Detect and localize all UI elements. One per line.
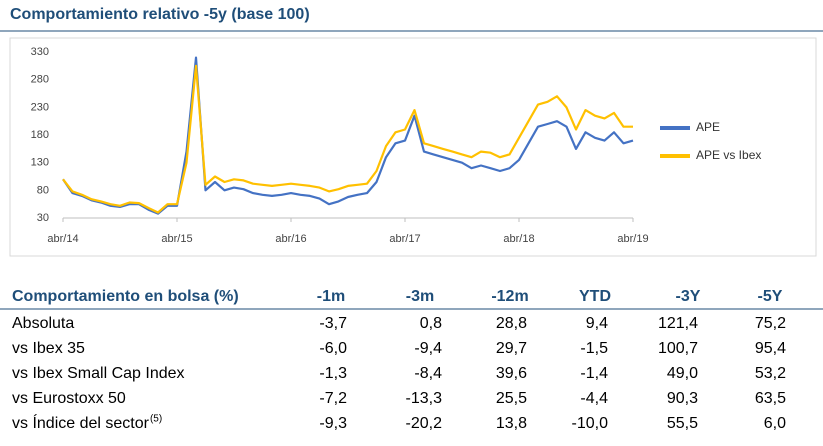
x-tick-label: abr/18 <box>503 233 534 245</box>
x-tick-label: abr/19 <box>617 233 648 245</box>
table-cell: 121,4 <box>658 315 698 332</box>
row-label: vs Ibex 35 <box>12 340 85 357</box>
x-tick-label: abr/17 <box>389 233 420 245</box>
table-cell: 6,0 <box>764 415 786 432</box>
y-tick-label: 330 <box>31 46 49 58</box>
table-header: -3Y <box>676 288 701 305</box>
table-header: YTD <box>579 288 611 305</box>
table-cell: 28,8 <box>496 315 527 332</box>
table-cell: -13,3 <box>406 390 443 407</box>
y-tick-label: 280 <box>31 74 49 86</box>
table-header: -3m <box>406 288 434 305</box>
chart-frame <box>9 37 817 257</box>
series-line <box>62 56 634 215</box>
row-label: vs Ibex Small Cap Index <box>12 365 185 382</box>
series-line <box>62 64 633 214</box>
table-cell: 63,5 <box>755 390 786 407</box>
table-cell: -8,4 <box>414 365 442 382</box>
table-cell: -1,4 <box>580 365 608 382</box>
row-label: vs Eurostoxx 50 <box>12 390 126 407</box>
table-cell: -20,2 <box>406 415 443 432</box>
table-cell: 0,8 <box>420 315 442 332</box>
table-header: -12m <box>491 288 528 305</box>
table-cell: 53,2 <box>755 365 786 382</box>
table-cell: -6,0 <box>319 340 347 357</box>
table-cell: 13,8 <box>496 415 527 432</box>
table-cell: -10,0 <box>572 415 609 432</box>
table-cell: -1,3 <box>319 365 347 382</box>
table-cell: 29,7 <box>496 340 527 357</box>
table-cell: -3,7 <box>319 315 347 332</box>
legend-label: APE vs Ibex <box>696 148 761 162</box>
y-tick-label: 230 <box>31 101 49 113</box>
table-cell: 55,5 <box>667 415 698 432</box>
table-cell: 75,2 <box>755 315 786 332</box>
table-cell: 100,7 <box>658 340 698 357</box>
table-header: -5Y <box>758 288 783 305</box>
table-cell: -1,5 <box>580 340 608 357</box>
y-tick-label: 130 <box>31 157 49 169</box>
table-cell: 39,6 <box>496 365 527 382</box>
table-cell: -7,2 <box>319 390 347 407</box>
y-tick-label: 180 <box>31 129 49 141</box>
table-header: Comportamiento en bolsa (%) <box>12 288 239 305</box>
footnote-mark: (5) <box>150 414 162 425</box>
legend-label: APE <box>696 120 720 134</box>
row-label: Absoluta <box>12 315 74 332</box>
row-label: vs Índice del sector <box>12 413 150 432</box>
table-cell: 95,4 <box>755 340 786 357</box>
x-tick-label: abr/14 <box>47 233 78 245</box>
table-cell: 25,5 <box>496 390 527 407</box>
table-cell: 9,4 <box>586 315 608 332</box>
table-header: -1m <box>317 288 345 305</box>
table-cell: 49,0 <box>667 365 698 382</box>
table-cell: -9,4 <box>414 340 442 357</box>
x-tick-label: abr/16 <box>275 233 306 245</box>
table-cell: -4,4 <box>580 390 608 407</box>
y-tick-label: 30 <box>37 212 49 224</box>
table-cell: 90,3 <box>667 390 698 407</box>
table-cell: -9,3 <box>319 415 347 432</box>
x-tick-label: abr/15 <box>161 233 192 245</box>
chart-title: Comportamiento relativo -5y (base 100) <box>10 6 310 23</box>
y-tick-label: 80 <box>37 184 49 196</box>
